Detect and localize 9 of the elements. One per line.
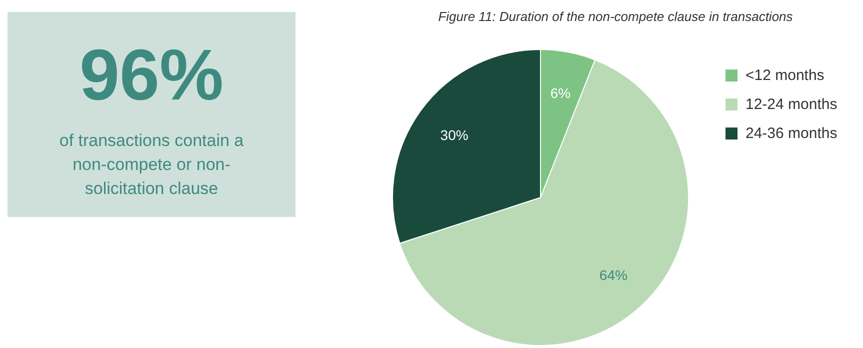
data-label: 30% (440, 126, 468, 143)
legend-label: 12-24 months (746, 96, 838, 113)
data-label: 64% (599, 267, 628, 284)
chart-title: Figure 11: Duration of the non-compete clause in transactions (438, 9, 794, 24)
text: of transactions contain a non-compete or non-solicitation clause (59, 131, 244, 198)
legend-label: 24-36 months (746, 125, 838, 142)
data-label: 6% (550, 84, 571, 101)
text: 96% (79, 36, 224, 116)
legend-label: <12 months (746, 67, 824, 84)
